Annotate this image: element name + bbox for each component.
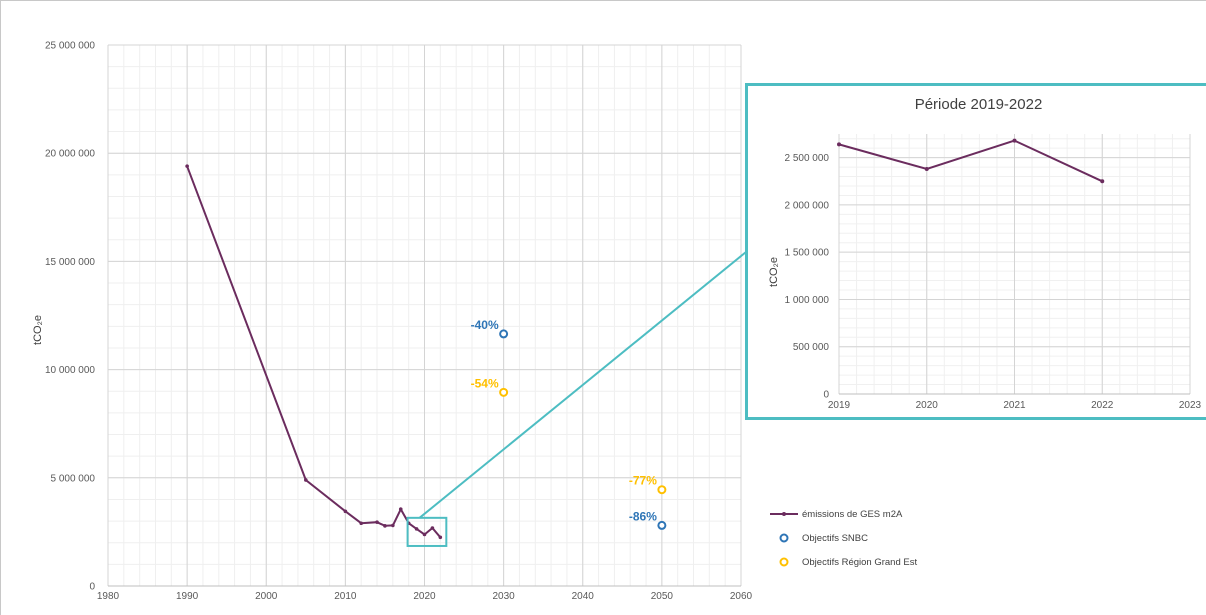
legend: émissions de GES m2A Objectifs SNBC Obje… — [768, 502, 917, 574]
x-tick-label: 1980 — [97, 591, 120, 602]
target-point — [657, 485, 667, 495]
legend-item-snbc: Objectifs SNBC — [768, 526, 917, 550]
x-tick-label: 2060 — [730, 591, 753, 602]
y-tick-label: 10 000 000 — [45, 365, 95, 376]
x-tick-label: 2030 — [493, 591, 516, 602]
inset-grid — [838, 134, 1191, 395]
emissions-point — [375, 520, 379, 524]
inset-y-tick-label: 1 000 000 — [785, 295, 830, 306]
emissions-point — [438, 535, 443, 540]
x-tick-label: 2020 — [413, 591, 436, 602]
target-percent-label: -40% — [471, 318, 499, 332]
emissions-point — [430, 526, 435, 530]
emissions-point — [359, 521, 364, 526]
inset-emissions-point — [837, 142, 841, 147]
legend-circle-yellow-icon — [779, 557, 789, 567]
inset-emissions-point — [924, 166, 929, 171]
y-tick-label: 15 000 000 — [45, 257, 95, 268]
emissions-point — [304, 478, 308, 482]
emissions-point — [343, 509, 348, 514]
emissions-point — [383, 524, 387, 528]
legend-label-region: Objectifs Région Grand Est — [802, 556, 918, 568]
target-percent-label: -77% — [629, 474, 657, 488]
x-tick-label: 1990 — [176, 591, 199, 602]
emissions-point — [422, 532, 427, 537]
legend-label-snbc: Objectifs SNBC — [802, 532, 868, 544]
inset-y-tick-label: 2 000 000 — [785, 200, 830, 211]
legend-item-emissions: émissions de GES m2A — [768, 502, 917, 526]
emissions-point — [185, 164, 189, 168]
legend-circle-blue-icon — [779, 533, 789, 543]
main-axes: 1980 1990 2000 2010 2020 2030 2040 2050 2060 0 5 0… — [45, 41, 753, 603]
zoom-highlight-box — [406, 516, 448, 547]
emissions-point — [414, 527, 419, 531]
inset-x-tick-label: 2022 — [1091, 400, 1114, 411]
y-tick-label: 20 000 000 — [45, 149, 95, 160]
x-tick-label: 2050 — [651, 591, 674, 602]
inset-y-tick-label: 0 — [823, 390, 829, 401]
y-tick-label: 25 000 000 — [45, 41, 95, 52]
inset-x-tick-label: 2019 — [828, 400, 851, 411]
inset-title: Période 2019-2022 — [914, 96, 1043, 113]
legend-line-marker-icon — [770, 512, 798, 516]
inset-y-axis-label: tCO₂e — [768, 257, 780, 287]
target-point — [499, 329, 509, 339]
inset-y-tick-label: 1 500 000 — [785, 248, 830, 259]
inset-chart: 2019 2020 2021 2022 2023 0 500 000 1 000 000 1 5… — [768, 134, 1202, 411]
target-point — [499, 387, 509, 397]
x-tick-label: 2010 — [334, 591, 357, 602]
y-tick-label: 0 — [89, 582, 95, 593]
zoom-connector-line — [418, 251, 747, 519]
inset-axes: 2019 2020 2021 2022 2023 0 500 000 1 000 000 1 5… — [785, 153, 1202, 411]
emissions-point — [398, 507, 403, 511]
x-tick-label: 2000 — [255, 591, 278, 602]
target-percent-label: -86% — [629, 509, 657, 523]
target-point — [657, 520, 667, 530]
inset-x-tick-label: 2023 — [1179, 400, 1202, 411]
inset-x-tick-label: 2020 — [916, 400, 939, 411]
y-tick-label: 5 000 000 — [51, 473, 96, 484]
inset-y-tick-label: 500 000 — [793, 342, 830, 353]
main-y-axis-label: tCO₂e — [32, 315, 44, 345]
main-grid — [107, 44, 742, 587]
main-marks: -40% -86% -54% -77% — [185, 164, 747, 547]
legend-label-emissions: émissions de GES m2A — [802, 508, 903, 520]
inset-emissions-point — [1012, 138, 1017, 143]
zoom-inset: Période 2019-2022 2019 2020 2021 2022 2023 0 5… — [745, 83, 1206, 420]
inset-emissions-point — [1100, 179, 1105, 184]
inset-y-tick-label: 2 500 000 — [785, 153, 830, 164]
inset-marks — [837, 138, 1105, 184]
x-tick-label: 2040 — [572, 591, 595, 602]
legend-item-region: Objectifs Région Grand Est — [768, 550, 917, 574]
inset-emissions-line — [838, 139, 1103, 183]
target-percent-label: -54% — [471, 376, 499, 390]
inset-x-tick-label: 2021 — [1003, 400, 1026, 411]
emissions-point — [391, 523, 395, 528]
